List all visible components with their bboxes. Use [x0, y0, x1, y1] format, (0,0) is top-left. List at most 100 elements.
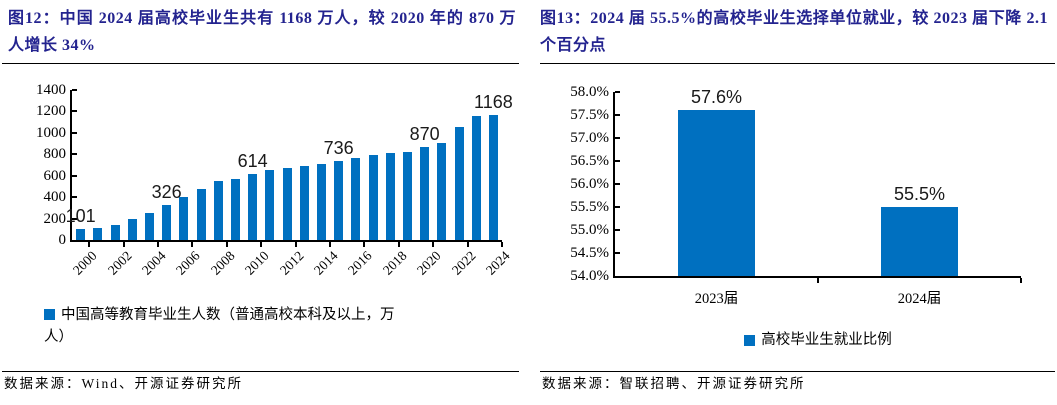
y-tick-label: 54.5% — [570, 245, 609, 261]
data-label: 101 — [65, 206, 96, 227]
y-tick — [615, 206, 620, 208]
data-label: 1168 — [474, 91, 513, 112]
bar-2001 — [93, 228, 103, 240]
x-tick-label: 2016 — [345, 248, 376, 278]
data-label: 614 — [237, 151, 268, 172]
x-tick — [329, 242, 331, 247]
bar-2019 — [402, 151, 412, 240]
figure-13-chart: 54.0% 54.5% 55.0% 55.5% 56.0% 56.5% 57.0% 57.5%… — [529, 0, 1057, 405]
bar-2016 — [351, 158, 361, 240]
data-label: 870 — [409, 123, 440, 144]
x-tick-label: 2006 — [173, 248, 204, 278]
title-divider — [540, 63, 1055, 64]
y-tick — [615, 160, 620, 162]
bar-2017 — [368, 154, 378, 240]
data-label: 736 — [323, 138, 354, 159]
y-tick — [72, 217, 77, 220]
y-tick-label: 400 — [43, 189, 67, 206]
y-tick-label: 200 — [43, 210, 67, 227]
figure-12-panel: 图12：中国 2024 届高校毕业生共有 1168 万人，较 2020 年的 8… — [0, 0, 528, 405]
x-tick-label: 2018 — [379, 248, 410, 278]
bar-2007 — [196, 188, 206, 240]
bar-2002 — [110, 224, 120, 240]
y-tick — [72, 174, 77, 177]
title-divider — [2, 63, 519, 64]
legend-swatch — [44, 309, 55, 320]
legend-swatch — [744, 335, 756, 346]
y-tick — [615, 183, 620, 185]
bar-2010 — [248, 174, 258, 240]
bar-2024 — [488, 114, 498, 240]
y-tick-label: 57.5% — [570, 107, 609, 123]
data-label: 326 — [151, 182, 182, 203]
footer-divider — [540, 371, 1055, 372]
x-tick — [397, 242, 400, 247]
bar-2003 — [127, 218, 137, 240]
x-tick-label: 2002 — [104, 248, 135, 278]
y-tick-label: 55.0% — [570, 222, 609, 238]
x-tick — [294, 242, 297, 247]
x-tick-label: 2020 — [414, 248, 444, 278]
x-tick-label: 2024届 — [897, 291, 942, 307]
y-tick-label: 800 — [43, 146, 67, 163]
x-tick — [817, 278, 819, 283]
bar-2011 — [265, 170, 275, 240]
y-tick-label: 56.5% — [570, 153, 609, 169]
figure-12-legend: 中国高等教育毕业生人数（普通高校本科及以上，万人） — [44, 304, 406, 348]
y-axis — [70, 90, 72, 240]
bar-2000 — [76, 229, 86, 240]
bar-2005 — [162, 205, 172, 240]
bar-2015 — [334, 161, 344, 240]
bar-2008 — [213, 181, 223, 240]
x-tick — [432, 242, 435, 247]
x-tick-label: 2008 — [207, 248, 238, 278]
x-tick — [363, 242, 366, 247]
y-tick — [615, 91, 620, 93]
figure-12-title: 图12：中国 2024 届高校毕业生共有 1168 万人，较 2020 年的 8… — [8, 10, 516, 54]
y-tick-label: 600 — [43, 167, 67, 184]
x-tick — [1020, 278, 1022, 283]
x-tick-label: 2004 — [138, 248, 169, 278]
bar-2022 — [454, 127, 464, 240]
x-tick-label: 2024 — [482, 248, 513, 278]
bar-2021 — [437, 143, 447, 240]
bar-2020 — [420, 146, 430, 240]
y-tick-label: 1400 — [36, 82, 66, 98]
y-tick — [72, 153, 77, 156]
x-tick — [157, 242, 159, 247]
y-tick — [72, 131, 77, 134]
y-tick — [615, 114, 620, 116]
y-tick — [615, 229, 620, 231]
x-tick-label: 2000 — [70, 248, 100, 278]
x-tick-label: 2010 — [242, 248, 272, 278]
y-tick-label: 1000 — [36, 124, 66, 141]
bar-2006 — [179, 196, 189, 240]
figure-13-title: 图13：2024 届 55.5%的高校毕业生选择单位就业，较 2023 届下降 … — [540, 10, 1048, 54]
y-tick-label: 57.0% — [570, 130, 609, 146]
data-label: 57.6% — [690, 87, 743, 108]
x-tick-label: 2014 — [310, 248, 341, 278]
x-tick-label: 2012 — [276, 248, 307, 278]
legend-label: 中国高等教育毕业生人数（普通高校本科及以上，万人） — [44, 307, 395, 345]
bar-2023届 — [678, 110, 755, 276]
y-tick — [615, 252, 620, 254]
y-tick-label: 55.5% — [570, 199, 609, 215]
y-tick — [72, 110, 77, 113]
y-axis — [613, 92, 615, 276]
y-tick — [72, 89, 77, 91]
y-tick-label: 0 — [58, 232, 67, 248]
bar-2014 — [316, 163, 326, 240]
y-tick-label: 58.0% — [570, 84, 609, 100]
x-tick-label: 2022 — [448, 248, 479, 278]
y-tick-label: 54.0% — [570, 268, 609, 284]
bar-2012 — [282, 167, 292, 240]
x-axis — [613, 276, 1021, 278]
x-tick — [225, 242, 228, 247]
y-tick — [72, 196, 77, 199]
x-axis — [70, 240, 502, 242]
bar-2018 — [385, 152, 395, 240]
y-tick-label: 1200 — [36, 103, 66, 120]
figure-12-source: 数据来源：Wind、开源证券研究所 — [4, 376, 243, 391]
x-tick — [191, 242, 194, 247]
